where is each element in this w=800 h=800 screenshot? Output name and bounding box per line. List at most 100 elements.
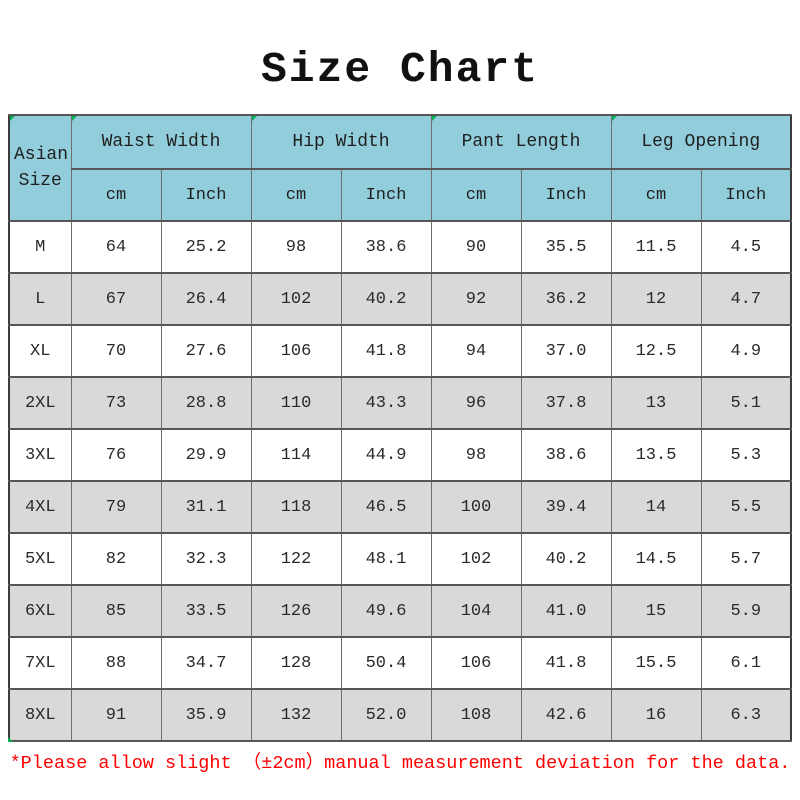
value-cell: 29.9 [160,428,252,482]
unit-header-cell: cm [70,168,162,222]
value-cell: 106 [250,324,342,378]
value-cell: 5.5 [700,480,792,534]
value-cell: 40.2 [340,272,432,326]
value-cell: 5.9 [700,584,792,638]
value-cell: 79 [70,480,162,534]
value-cell: 90 [430,220,522,274]
table-row: 7XL 88 34.7 128 50.4 106 41.8 15.5 6.1 [8,636,792,690]
header-unit-row: cm Inch cm Inch cm Inch cm Inch [9,168,792,222]
value-cell: 38.6 [340,220,432,274]
corner-header-label: Asian Size [14,145,69,191]
value-cell: 41.8 [520,636,612,690]
value-cell: 67 [70,272,162,326]
size-cell: XL [8,324,72,378]
size-cell: 4XL [8,480,72,534]
size-cell: 6XL [8,584,72,638]
unit-header-cell: Inch [520,168,612,222]
cell-marker-icon [8,737,13,742]
value-cell: 118 [250,480,342,534]
value-cell: 40.2 [520,532,612,586]
column-group-label: Waist Width [101,132,221,152]
table-row: L 67 26.4 102 40.2 92 36.2 12 4.7 [8,272,792,326]
value-cell: 13.5 [610,428,702,482]
size-cell: 7XL [8,636,72,690]
value-cell: 41.8 [340,324,432,378]
table-row: 8XL 91 35.9 132 52.0 108 42.6 16 6.3 [8,688,792,742]
value-cell: 37.0 [520,324,612,378]
column-group-pant-length: Pant Length [430,114,612,170]
value-cell: 73 [70,376,162,430]
value-cell: 35.5 [520,220,612,274]
value-cell: 28.8 [160,376,252,430]
value-cell: 27.6 [160,324,252,378]
value-cell: 14 [610,480,702,534]
value-cell: 49.6 [340,584,432,638]
value-cell: 52.0 [340,688,432,742]
cell-marker-icon [432,117,437,121]
value-cell: 102 [430,532,522,586]
value-cell: 50.4 [340,636,432,690]
unit-header-cell: cm [610,168,702,222]
cell-marker-icon [10,117,15,121]
value-cell: 32.3 [160,532,252,586]
table-row: 6XL 85 33.5 126 49.6 104 41.0 15 5.9 [8,584,792,638]
value-cell: 43.3 [340,376,432,430]
page-title: Size Chart [260,45,540,94]
value-cell: 6.3 [700,688,792,742]
value-cell: 64 [70,220,162,274]
value-cell: 98 [250,220,342,274]
value-cell: 37.8 [520,376,612,430]
footnote: *Please allow slight （±2cm）manual measur… [9,753,791,774]
value-cell: 85 [70,584,162,638]
value-cell: 33.5 [160,584,252,638]
value-cell: 39.4 [520,480,612,534]
value-cell: 42.6 [520,688,612,742]
value-cell: 82 [70,532,162,586]
value-cell: 26.4 [160,272,252,326]
value-cell: 102 [250,272,342,326]
cell-marker-icon [612,117,617,121]
column-group-label: Pant Length [461,132,581,152]
value-cell: 46.5 [340,480,432,534]
size-cell: 8XL [8,688,72,742]
value-cell: 12 [610,272,702,326]
value-cell: 76 [70,428,162,482]
unit-header-cell: Inch [700,168,792,222]
value-cell: 41.0 [520,584,612,638]
value-cell: 104 [430,584,522,638]
table-header: Asian Size Waist Width Hip Width Pant Le… [8,114,792,222]
value-cell: 48.1 [340,532,432,586]
column-group-waist: Waist Width [70,114,252,170]
size-cell: 3XL [8,428,72,482]
value-cell: 70 [70,324,162,378]
unit-header-cell: Inch [160,168,252,222]
unit-header-cell: cm [250,168,342,222]
value-cell: 91 [70,688,162,742]
value-cell: 88 [70,636,162,690]
size-cell: M [8,220,72,274]
table-row: XL 70 27.6 106 41.8 94 37.0 12.5 4.9 [8,324,792,378]
value-cell: 38.6 [520,428,612,482]
cell-marker-icon [252,117,257,121]
table-row: 4XL 79 31.1 118 46.5 100 39.4 14 5.5 [8,480,792,534]
value-cell: 35.9 [160,688,252,742]
column-group-label: Hip Width [292,132,390,152]
column-group-label: Leg Opening [641,132,761,152]
size-cell: L [8,272,72,326]
value-cell: 96 [430,376,522,430]
value-cell: 108 [430,688,522,742]
value-cell: 128 [250,636,342,690]
value-cell: 15.5 [610,636,702,690]
value-cell: 16 [610,688,702,742]
value-cell: 36.2 [520,272,612,326]
unit-header-cell: Inch [340,168,432,222]
value-cell: 11.5 [610,220,702,274]
column-group-leg-opening: Leg Opening [610,114,792,170]
table-row: 3XL 76 29.9 114 44.9 98 38.6 13.5 5.3 [8,428,792,482]
value-cell: 100 [430,480,522,534]
value-cell: 4.7 [700,272,792,326]
value-cell: 98 [430,428,522,482]
value-cell: 15 [610,584,702,638]
value-cell: 132 [250,688,342,742]
value-cell: 5.1 [700,376,792,430]
